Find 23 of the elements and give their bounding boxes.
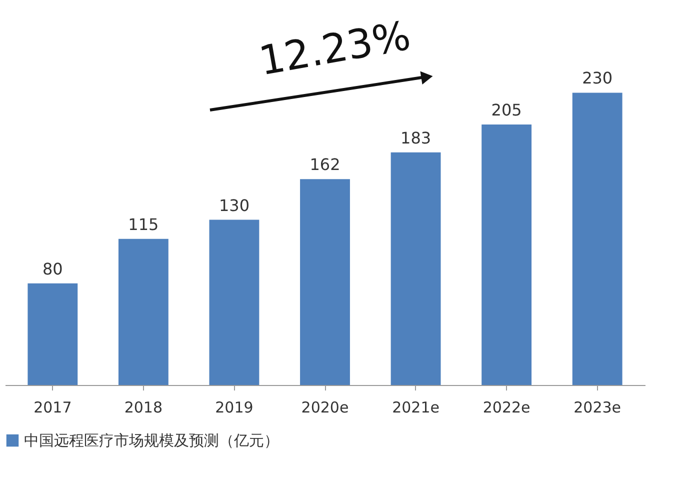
x-tick-label: 2018 [124, 398, 163, 416]
bar [209, 220, 260, 385]
text: 12.23% [256, 13, 414, 85]
x-tick-label: 2020e [301, 398, 349, 416]
bar [118, 238, 168, 385]
data-label: 115 [128, 214, 159, 234]
bar [572, 92, 622, 385]
x-tick-label: 2019 [215, 398, 254, 416]
x-tick-label: 2022e [482, 398, 530, 416]
bar [28, 283, 78, 385]
legend-label: 中国远程医疗市场规模及预测（亿元） [24, 432, 279, 450]
data-label: 80 [42, 259, 63, 278]
data-label: 162 [310, 155, 340, 174]
data-label: 130 [218, 196, 250, 215]
x-tick-label: 2023e [574, 398, 622, 416]
data-label: 205 [491, 100, 522, 120]
bar [390, 152, 441, 385]
x-tick-label: 2017 [34, 398, 72, 416]
data-label: 230 [582, 68, 613, 88]
x-tick-label: 2021e [392, 398, 440, 416]
bar [300, 179, 350, 385]
bar [482, 124, 532, 385]
data-label: 183 [400, 128, 432, 148]
